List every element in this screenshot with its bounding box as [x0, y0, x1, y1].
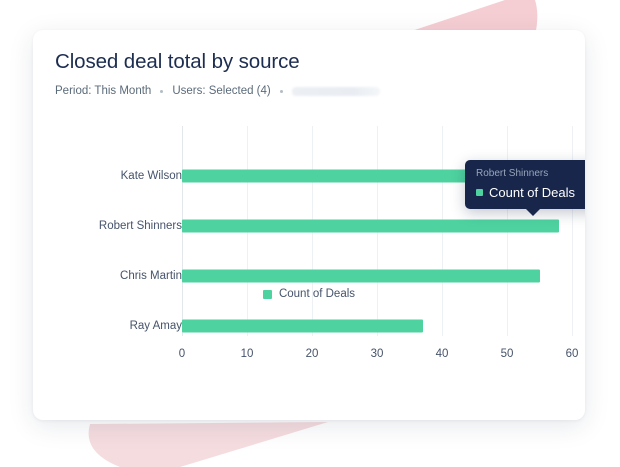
- y-axis-category-label: Robert Shinners: [98, 220, 182, 232]
- x-axis-tick-label: 50: [500, 348, 514, 360]
- x-axis-tick-label: 30: [370, 348, 384, 360]
- x-axis-tick-label: 20: [305, 348, 319, 360]
- card-header: Closed deal total by source Period: This…: [33, 30, 585, 97]
- x-axis-tick-label: 40: [435, 348, 449, 360]
- separator-dot-icon: [160, 89, 164, 93]
- x-axis-tick-label: 10: [240, 348, 254, 360]
- tooltip-series-swatch-icon: [476, 189, 483, 196]
- chart-tooltip: Robert Shinners Count of Deals 58: [465, 160, 585, 216]
- y-axis-category-label: Ray Amay: [129, 320, 182, 332]
- bar[interactable]: [182, 319, 423, 333]
- tooltip-title: Robert Shinners: [476, 168, 549, 179]
- x-axis-tick-label: 0: [178, 348, 186, 360]
- chart-legend[interactable]: Count of Deals: [33, 288, 585, 300]
- chart-subtitle: Period: This Month Users: Selected (4): [55, 84, 585, 98]
- legend-item-label: Count of Deals: [278, 288, 356, 300]
- y-axis-category-label: Chris Martin: [120, 270, 182, 282]
- page-title: Closed deal total by source: [55, 50, 300, 73]
- gridline: [572, 126, 573, 336]
- subtitle-redacted-pill: [291, 86, 380, 96]
- tooltip-arrow-icon: [525, 208, 541, 216]
- x-axis-tick-label: 60: [565, 348, 579, 360]
- bar[interactable]: [182, 269, 540, 283]
- bar-chart-plot: 0 10 20 30 40 50 60 Kate Wilson Robert Shinners C…: [33, 126, 585, 420]
- pink-wedge-bottom-left: [88, 422, 328, 467]
- subtitle-users: Users: Selected (4): [172, 84, 271, 97]
- bar[interactable]: [182, 169, 475, 183]
- bar[interactable]: [182, 219, 559, 233]
- legend-swatch-icon: [262, 289, 272, 299]
- tooltip-series-label: Count of Deals: [489, 185, 575, 200]
- subtitle-period: Period: This Month: [55, 84, 152, 97]
- y-axis-category-label: Kate Wilson: [120, 170, 182, 182]
- separator-dot-icon: [279, 89, 283, 93]
- tooltip-row: Count of Deals 58: [476, 185, 585, 200]
- chart-card: Closed deal total by source Period: This…: [33, 30, 585, 420]
